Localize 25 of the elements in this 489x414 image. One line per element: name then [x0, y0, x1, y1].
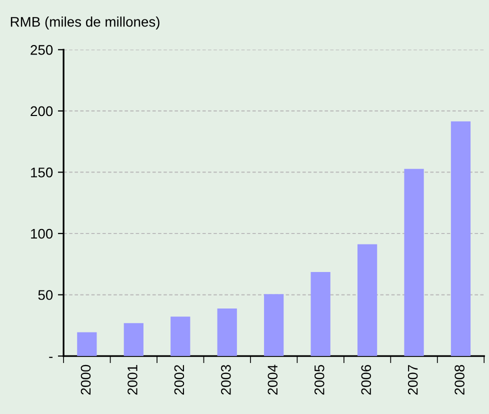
bar	[124, 323, 144, 356]
x-tick-label: 2007	[408, 365, 418, 395]
bar	[264, 294, 284, 356]
x-tick-label: 2006	[361, 364, 372, 395]
x-tick-label: 2002	[174, 365, 184, 395]
x-tick-label: 2005	[314, 364, 324, 395]
y-tick-label: 50	[38, 290, 53, 300]
bar	[170, 316, 190, 356]
bar	[357, 244, 378, 356]
bar	[77, 332, 97, 356]
y-tick-label: 100	[31, 228, 53, 239]
x-tick-label: 2000	[80, 364, 91, 395]
y-tick-label: -	[49, 356, 53, 358]
y-tick-label: 150	[31, 168, 53, 178]
bar	[450, 121, 471, 356]
y-tick-label: 200	[30, 106, 53, 116]
bar	[310, 272, 330, 356]
bar	[404, 168, 424, 356]
chart-title: RMB (miles de millones)	[10, 16, 160, 30]
x-tick-label: 2001	[128, 365, 138, 395]
x-tick-label: 2003	[221, 364, 231, 395]
x-tick-label: 2004	[268, 364, 278, 395]
bar	[217, 308, 237, 356]
y-tick-label: 250	[30, 45, 53, 55]
x-tick-label: 2008	[454, 364, 464, 395]
